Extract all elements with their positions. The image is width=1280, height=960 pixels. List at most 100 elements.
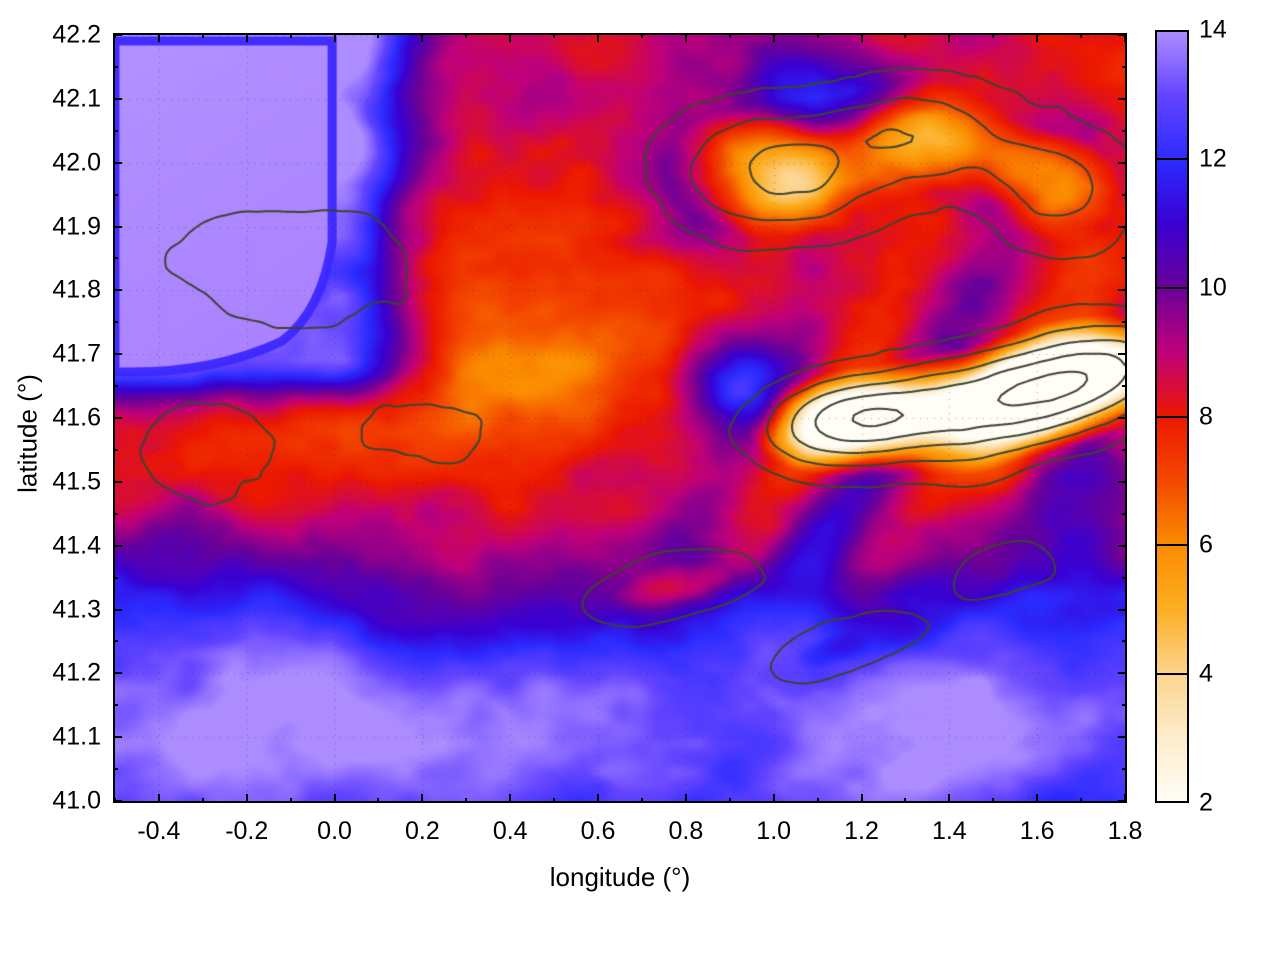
- x-tick-label: -0.4: [137, 817, 181, 845]
- y-tick-label: 41.1: [52, 722, 101, 751]
- y-minor-tick: [113, 448, 118, 451]
- x-minor-tick: [640, 798, 643, 803]
- y-tick-label: 41.0: [52, 786, 101, 815]
- x-minor-tick: [904, 33, 907, 38]
- x-tick-bottom: [1036, 794, 1039, 803]
- y-tick-label: 42.0: [52, 148, 101, 177]
- y-tick-right: [1118, 800, 1127, 802]
- x-minor-tick: [728, 33, 731, 38]
- x-tick-top: [1124, 33, 1126, 42]
- x-tick-bottom: [421, 794, 424, 803]
- y-tick-left: [113, 480, 122, 483]
- y-tick-right: [1118, 225, 1127, 228]
- x-minor-tick: [816, 798, 819, 803]
- colorbar-tick-label: 8: [1199, 402, 1213, 430]
- colorbar-tick-label: 10: [1199, 273, 1227, 302]
- x-tick-top: [1036, 33, 1039, 42]
- x-minor-tick: [992, 33, 995, 38]
- x-tick-bottom: [684, 794, 687, 803]
- terrain-contour-lines: [115, 35, 1125, 801]
- y-tick-label: 41.8: [52, 275, 101, 304]
- y-minor-tick: [113, 385, 118, 388]
- y-minor-tick: [1122, 640, 1127, 643]
- x-minor-tick: [553, 33, 556, 38]
- y-tick-left: [113, 736, 122, 739]
- y-tick-left: [113, 417, 122, 419]
- x-axis-title: longitude (°): [549, 862, 691, 892]
- x-minor-tick: [377, 798, 380, 803]
- y-minor-tick: [1122, 193, 1127, 196]
- y-tick-left: [113, 672, 122, 675]
- y-tick-left: [113, 608, 122, 611]
- x-tick-label: 1.0: [756, 817, 792, 845]
- y-tick-label: 41.2: [52, 658, 101, 687]
- x-minor-tick: [289, 33, 292, 38]
- y-minor-tick: [113, 704, 118, 707]
- x-tick-top: [509, 33, 512, 42]
- y-tick-left: [113, 353, 122, 356]
- y-minor-tick: [1122, 576, 1127, 579]
- y-tick-right: [1118, 736, 1127, 739]
- y-tick-label: 41.7: [52, 339, 101, 368]
- x-minor-tick: [728, 798, 731, 803]
- colorbar-tick: [1157, 157, 1187, 160]
- y-minor-tick: [113, 576, 118, 579]
- colorbar-tick-label: 4: [1199, 659, 1213, 688]
- x-tick-label: 1.8: [1107, 817, 1143, 845]
- x-tick-label: 1.6: [1019, 817, 1055, 845]
- y-axis-title: latitude (°): [12, 374, 43, 493]
- x-tick-top: [157, 33, 160, 42]
- y-tick-right: [1118, 97, 1127, 100]
- colorbar-tick: [1157, 673, 1187, 676]
- x-tick-top: [333, 33, 336, 42]
- x-minor-tick: [904, 798, 907, 803]
- x-tick-top: [948, 33, 951, 42]
- y-tick-right: [1118, 353, 1127, 356]
- x-tick-top: [597, 33, 600, 42]
- y-tick-left: [113, 161, 122, 164]
- y-tick-right: [1118, 161, 1127, 164]
- y-minor-tick: [1122, 768, 1127, 771]
- x-tick-label: 0.8: [668, 817, 704, 845]
- y-tick-right: [1118, 480, 1127, 483]
- y-tick-label: 41.5: [52, 467, 101, 496]
- y-tick-label: 41.4: [52, 531, 101, 560]
- y-minor-tick: [113, 65, 118, 68]
- y-minor-tick: [1122, 257, 1127, 260]
- x-tick-bottom: [597, 794, 600, 803]
- x-tick-top: [684, 33, 687, 42]
- y-minor-tick: [1122, 385, 1127, 388]
- colorbar-tick: [1157, 544, 1187, 547]
- y-tick-right: [1118, 34, 1127, 36]
- y-tick-left: [113, 544, 122, 547]
- x-tick-bottom: [157, 794, 160, 803]
- y-minor-tick: [1122, 448, 1127, 451]
- y-tick-left: [113, 97, 122, 100]
- x-tick-label: 1.4: [931, 817, 967, 845]
- y-tick-left: [113, 800, 122, 802]
- colorbar: [1155, 30, 1189, 803]
- x-minor-tick: [553, 798, 556, 803]
- y-minor-tick: [113, 640, 118, 643]
- x-tick-bottom: [772, 794, 775, 803]
- x-tick-top: [860, 33, 863, 42]
- x-minor-tick: [289, 798, 292, 803]
- y-tick-right: [1118, 289, 1127, 292]
- x-minor-tick: [640, 33, 643, 38]
- x-minor-tick: [377, 33, 380, 38]
- y-minor-tick: [113, 512, 118, 515]
- y-tick-right: [1118, 608, 1127, 611]
- x-minor-tick: [1080, 798, 1083, 803]
- x-minor-tick: [201, 33, 204, 38]
- colorbar-tick-label: 2: [1199, 788, 1213, 817]
- y-minor-tick: [1122, 129, 1127, 132]
- x-tick-bottom: [333, 794, 336, 803]
- x-tick-bottom: [1124, 794, 1126, 803]
- colorbar-tick-label: 12: [1199, 144, 1227, 173]
- x-minor-tick: [992, 798, 995, 803]
- y-minor-tick: [1122, 704, 1127, 707]
- colorbar-tick-label: 14: [1199, 15, 1227, 44]
- x-tick-top: [772, 33, 775, 42]
- y-tick-label: 41.3: [52, 595, 101, 623]
- y-minor-tick: [113, 768, 118, 771]
